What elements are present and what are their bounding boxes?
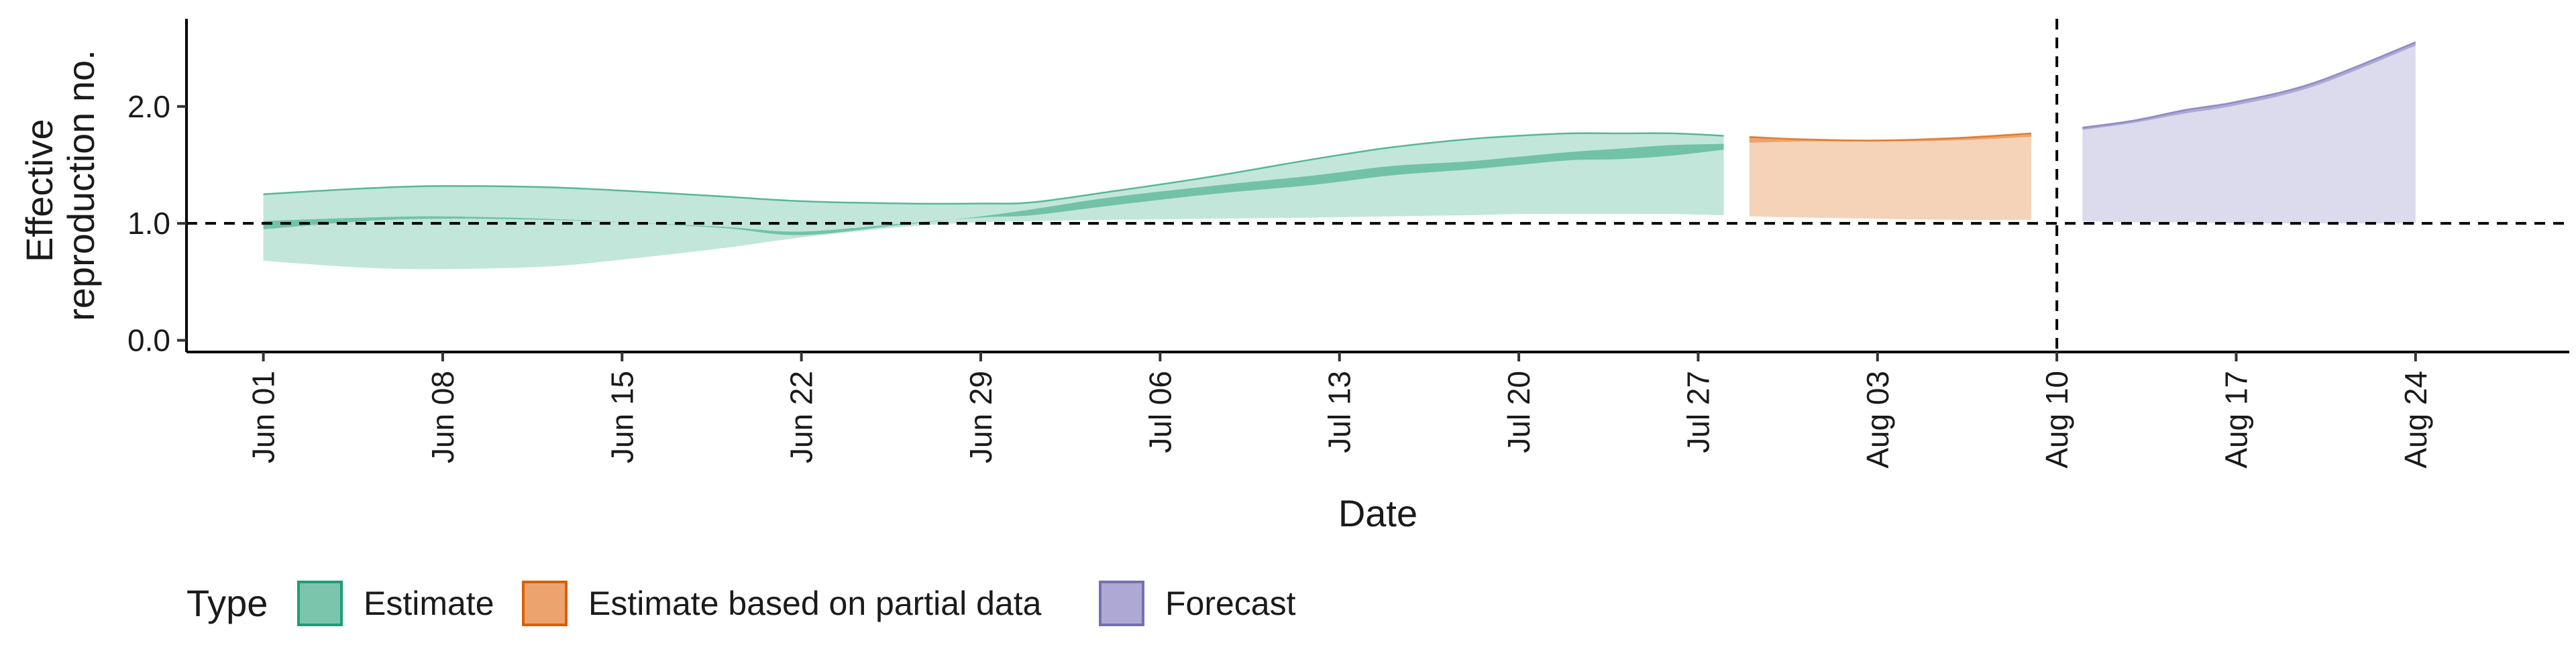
x-tick-label: Aug 10 xyxy=(2039,371,2074,469)
x-tick-label: Jun 01 xyxy=(246,371,281,463)
reference-lines xyxy=(186,19,2569,352)
x-tick-label: Jul 13 xyxy=(1322,371,1357,453)
x-tick-label: Jun 15 xyxy=(604,371,639,463)
x-tick-label: Jul 27 xyxy=(1680,371,1715,453)
band-90-estimate xyxy=(263,133,1724,270)
y-axis-title-line-2: reproduction no. xyxy=(60,50,102,321)
y-tick-label: 1.0 xyxy=(127,206,170,241)
axes xyxy=(177,19,2569,361)
x-tick-label: Aug 17 xyxy=(2219,371,2254,469)
legend: Type Estimate Estimate based on partial d… xyxy=(186,581,1296,626)
x-tick-label: Jun 08 xyxy=(425,371,460,463)
y-axis-title-line-1: Effective xyxy=(18,119,60,262)
y-tick-label: 2.0 xyxy=(127,89,170,124)
legend-title: Type xyxy=(186,582,268,624)
y-tick-label: 0.0 xyxy=(127,323,170,358)
band-90-estimate-based-on-partial-data xyxy=(1749,133,2031,221)
x-axis-title: Date xyxy=(1338,492,1417,534)
legend-label-1: Estimate based on partial data xyxy=(588,585,1042,622)
band-edge-estimate xyxy=(263,132,1724,205)
tick-labels: 0.0 1.0 2.0 Jun 01 Jun 08 Jun 15 Jun 22 Jun 29 J… xyxy=(127,89,2433,469)
band-edge-forecast xyxy=(2082,41,2416,129)
x-tick-label: Jun 29 xyxy=(963,371,998,463)
y-axis-title: Effective reproduction no. xyxy=(18,50,102,321)
band-50-estimate xyxy=(263,143,1724,235)
series-bands xyxy=(263,41,2416,270)
band-edge-estimate-based-on-partial-data xyxy=(1749,132,2031,141)
x-tick-label: Aug 24 xyxy=(2398,371,2433,469)
legend-swatch-0 xyxy=(297,581,343,626)
legend-label-2: Forecast xyxy=(1165,585,1296,622)
x-tick-label: Jul 20 xyxy=(1501,371,1536,453)
x-tick-label: Aug 03 xyxy=(1860,371,1895,469)
legend-swatch-1 xyxy=(522,581,568,626)
legend-swatch-2 xyxy=(1099,581,1144,626)
band-90-forecast xyxy=(2082,42,2416,224)
x-tick-label: Jun 22 xyxy=(784,371,819,463)
legend-label-0: Estimate xyxy=(364,585,494,622)
x-tick-label: Jul 06 xyxy=(1142,371,1177,453)
